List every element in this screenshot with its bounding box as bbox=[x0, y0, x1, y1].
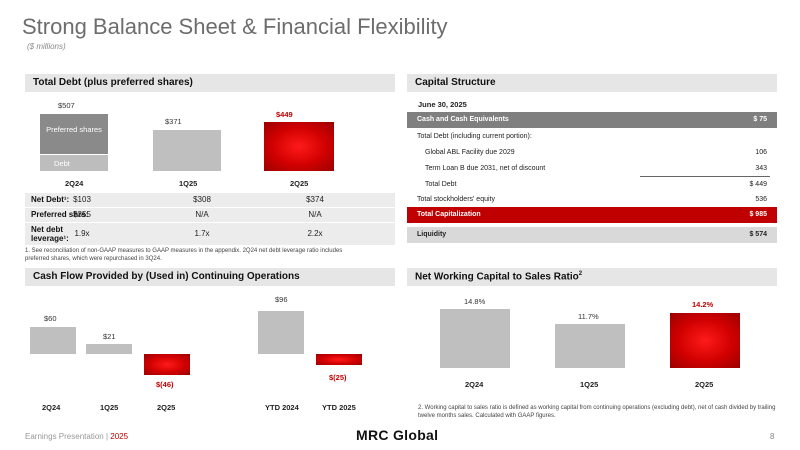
nwc-label-1q25: 11.7% bbox=[578, 312, 599, 321]
equity-row: Total stockholders' equity 536 bbox=[407, 192, 777, 207]
preferred-shares-label: Preferred shares bbox=[46, 125, 102, 134]
term-loan-label: Term Loan B due 2031, net of discount bbox=[425, 165, 546, 172]
cf-bar-ytd2025 bbox=[316, 354, 362, 365]
leverage-2q24: 1.9x bbox=[74, 229, 90, 238]
debt-panel-title: Total Debt (plus preferred shares) bbox=[25, 74, 395, 92]
preferred-2q25: N/A bbox=[308, 210, 322, 219]
net-debt-2q24: $103 bbox=[73, 195, 91, 204]
debt-axis-label-1q25: 1Q25 bbox=[179, 179, 198, 188]
preferred-1q25: N/A bbox=[195, 210, 209, 219]
debt-total-label-1q25: $371 bbox=[165, 117, 182, 126]
debt-footnote: 1. See reconciliation of non-GAAP measur… bbox=[25, 248, 343, 262]
nwc-bar-2q24 bbox=[440, 309, 510, 368]
cashflow-panel-title: Cash Flow Provided by (Used in) Continui… bbox=[25, 268, 395, 286]
nwc-bar-2q25 bbox=[670, 313, 740, 368]
debt-axis-label-2q24: 2Q24 bbox=[65, 179, 84, 188]
page-subtitle: ($ millions) bbox=[27, 42, 66, 51]
preferred-shares-row: Preferred shrs: $355 N/A N/A bbox=[25, 208, 395, 222]
capital-date: June 30, 2025 bbox=[418, 100, 467, 109]
footer-label: Earnings Presentation | 2025 bbox=[25, 432, 128, 441]
nwc-axis-1q25: 1Q25 bbox=[580, 380, 599, 389]
preferred-2q24: $355 bbox=[73, 210, 91, 219]
total-capitalization-value: $ 985 bbox=[749, 211, 767, 218]
capital-panel-title: Capital Structure bbox=[407, 74, 777, 92]
term-loan-value: 343 bbox=[755, 165, 767, 172]
cash-row: Cash and Cash Equivalents $ 75 bbox=[407, 112, 777, 128]
net-debt-2q25: $374 bbox=[306, 195, 324, 204]
debt-segment-label: Debt bbox=[54, 159, 70, 168]
equity-label: Total stockholders' equity bbox=[417, 196, 495, 203]
cash-label: Cash and Cash Equivalents bbox=[417, 116, 509, 123]
total-debt-header-row: Total Debt (including current portion): bbox=[407, 129, 777, 144]
footer-text: Earnings Presentation | bbox=[25, 432, 111, 441]
nwc-label-2q24: 14.8% bbox=[464, 297, 486, 306]
leverage-1q25: 1.7x bbox=[194, 229, 210, 238]
net-debt-leverage-label: Net debt leverage¹: bbox=[31, 225, 69, 243]
leverage-2q25: 2.2x bbox=[307, 229, 323, 238]
nwc-panel-title: Net Working Capital to Sales Ratio2 bbox=[407, 268, 777, 286]
brand-logo: MRC Global bbox=[356, 427, 439, 443]
cf-label-ytd2025: $(25) bbox=[329, 373, 347, 382]
nwc-axis-2q25: 2Q25 bbox=[695, 380, 714, 389]
abl-row: Global ABL Facility due 2029 106 bbox=[407, 145, 777, 160]
page-number: 8 bbox=[770, 432, 775, 441]
cf-label-1q25: $21 bbox=[103, 332, 116, 341]
liquidity-row: Liquidity $ 574 bbox=[407, 227, 777, 243]
cf-label-2q25: $(46) bbox=[156, 380, 174, 389]
footer-year: 2025 bbox=[110, 432, 129, 441]
total-debt-row: Total Debt $ 449 bbox=[407, 177, 777, 192]
liquidity-label: Liquidity bbox=[417, 231, 447, 238]
cf-axis-1q25: 1Q25 bbox=[100, 403, 119, 412]
debt-bar-2q24-preferred: Preferred shares bbox=[40, 114, 108, 154]
term-loan-row: Term Loan B due 2031, net of discount 34… bbox=[407, 161, 777, 176]
equity-value: 536 bbox=[755, 196, 767, 203]
debt-bar-1q25 bbox=[153, 130, 221, 171]
nwc-title-text: Net Working Capital to Sales Ratio bbox=[415, 271, 579, 283]
nwc-label-2q25: 14.2% bbox=[692, 300, 714, 309]
subtotal-rule bbox=[640, 176, 770, 177]
total-capitalization-row: Total Capitalization $ 985 bbox=[407, 207, 777, 223]
debt-total-label-2q25: $449 bbox=[276, 110, 293, 119]
liquidity-value: $ 574 bbox=[749, 231, 767, 238]
cf-axis-ytd2025: YTD 2025 bbox=[322, 403, 356, 412]
total-debt-header-label: Total Debt (including current portion): bbox=[417, 133, 532, 140]
page-title: Strong Balance Sheet & Financial Flexibi… bbox=[22, 14, 448, 39]
debt-axis-label-2q25: 2Q25 bbox=[290, 179, 309, 188]
cf-bar-ytd2024 bbox=[258, 311, 304, 354]
cf-label-ytd2024: $96 bbox=[275, 295, 288, 304]
net-debt-leverage-row: Net debt leverage¹: 1.9x 1.7x 2.2x bbox=[25, 223, 395, 245]
debt-total-label-2q24: $507 bbox=[58, 101, 75, 110]
nwc-footnote: 2. Working capital to sales ratio is def… bbox=[418, 405, 776, 419]
net-debt-1q25: $308 bbox=[193, 195, 211, 204]
nwc-bar-1q25 bbox=[555, 324, 625, 368]
cf-bar-2q24 bbox=[30, 327, 76, 354]
abl-label: Global ABL Facility due 2029 bbox=[425, 149, 515, 156]
cf-axis-2q25: 2Q25 bbox=[157, 403, 176, 412]
cf-axis-ytd2024: YTD 2024 bbox=[265, 403, 299, 412]
total-debt-value: $ 449 bbox=[749, 181, 767, 188]
nwc-axis-2q24: 2Q24 bbox=[465, 380, 484, 389]
cf-label-2q24: $60 bbox=[44, 314, 57, 323]
debt-bar-2q25 bbox=[264, 122, 334, 171]
cf-axis-2q24: 2Q24 bbox=[42, 403, 61, 412]
cf-bar-1q25 bbox=[86, 344, 132, 354]
net-debt-row: Net Debt¹: $103 $308 $374 bbox=[25, 193, 395, 207]
cash-value: $ 75 bbox=[753, 116, 767, 123]
preferred-shares-row-label: Preferred shrs: bbox=[31, 210, 89, 219]
nwc-title-footnote-marker: 2 bbox=[578, 271, 583, 277]
abl-value: 106 bbox=[755, 149, 767, 156]
debt-bar-2q24-debt: Debt bbox=[40, 155, 108, 171]
total-capitalization-label: Total Capitalization bbox=[417, 211, 481, 218]
cf-bar-2q25 bbox=[144, 354, 190, 375]
net-debt-label: Net Debt¹: bbox=[31, 195, 70, 204]
total-debt-label: Total Debt bbox=[425, 181, 457, 188]
